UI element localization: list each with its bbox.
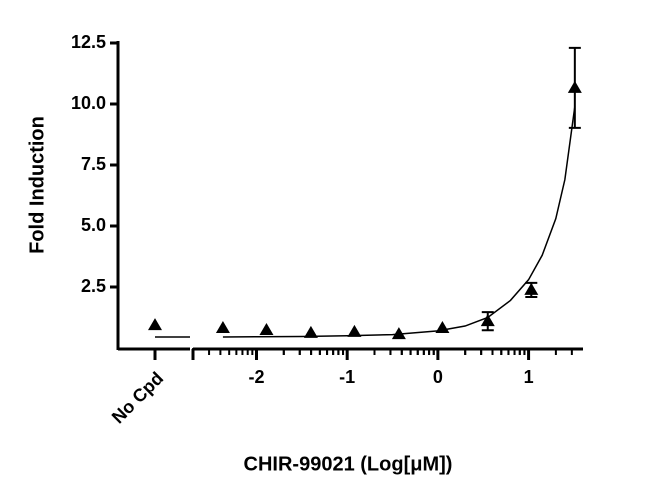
data-point	[524, 282, 539, 295]
x-tick-label: 1	[524, 367, 534, 387]
x-tick-label: -2	[248, 367, 264, 387]
y-tick-label: 5.0	[81, 215, 106, 235]
data-point	[480, 314, 495, 327]
data-point	[435, 320, 450, 333]
control-point	[148, 318, 162, 331]
y-axis-title: Fold Induction	[26, 116, 48, 254]
y-tick-label: 10.0	[71, 93, 106, 113]
data-point	[259, 322, 274, 335]
data-point	[391, 327, 406, 340]
data-point	[347, 324, 362, 337]
y-tick-label: 2.5	[81, 276, 106, 296]
data-point	[303, 325, 318, 338]
x-tick-label: -1	[339, 367, 355, 387]
data-point	[567, 80, 582, 93]
data-point	[215, 320, 230, 333]
y-tick-label: 7.5	[81, 154, 106, 174]
x-axis-title: CHIR-99021 (Log[μM])	[244, 453, 453, 475]
x-tick-label: 0	[433, 367, 443, 387]
y-tick-label: 12.5	[71, 32, 106, 52]
x-category-label: No Cpd	[108, 368, 167, 427]
fit-curve	[222, 106, 576, 338]
